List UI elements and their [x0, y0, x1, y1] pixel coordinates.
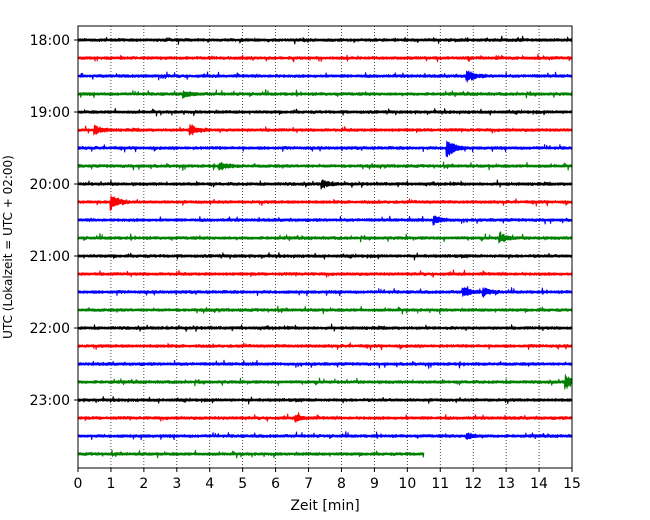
y-tick-label: 23:00: [30, 393, 70, 409]
seismogram-trace: [77, 35, 573, 45]
y-tick-label: 21:00: [30, 249, 70, 265]
y-tick-label: 20:00: [30, 177, 70, 193]
x-tick-label: 14: [530, 476, 548, 492]
seismogram-trace: [77, 374, 573, 390]
seismogram-trace: [77, 107, 573, 117]
seismogram-trace: [77, 396, 573, 405]
x-tick-label: 4: [205, 476, 214, 492]
seismogram-trace: [77, 124, 573, 136]
x-tick-label: 0: [74, 476, 83, 492]
x-tick-label: 10: [398, 476, 416, 492]
seismogram-trace: [77, 161, 573, 171]
x-axis: 0 1 2 3 4 5 6 7 8 9 10 11 12 13 14 15: [74, 468, 581, 492]
x-tick-label: 12: [464, 476, 482, 492]
seismogram-trace: [77, 70, 573, 83]
seismogram-trace: [77, 431, 573, 441]
seismogram-trace: [77, 179, 573, 190]
seismogram-trace: [77, 195, 573, 211]
y-tick-label: 18:00: [30, 33, 70, 49]
seismogram-trace: [77, 305, 573, 315]
x-tick-label: 5: [238, 476, 247, 492]
x-tick-label: 15: [563, 476, 581, 492]
x-tick-label: 11: [431, 476, 449, 492]
x-tick-label: 13: [497, 476, 515, 492]
y-axis-label: UTC (Lokalzeit = UTC + 02:00): [1, 155, 15, 339]
seismogram-trace: [77, 252, 573, 261]
seismogram-trace: [77, 323, 573, 332]
seismogram-trace: [77, 342, 573, 351]
y-tick-label: 22:00: [30, 321, 70, 337]
x-tick-label: 3: [172, 476, 181, 492]
seismogram-trace: [77, 269, 573, 278]
seismogram-trace: [77, 53, 573, 63]
x-axis-label: Zeit [min]: [290, 498, 359, 514]
x-tick-label: 2: [139, 476, 148, 492]
seismogram-trace: [77, 286, 573, 298]
seismogram-trace: [77, 412, 573, 423]
y-tick-label: 19:00: [30, 105, 70, 121]
seismogram-trace: [77, 449, 425, 459]
seismogram-trace: [77, 89, 573, 99]
seismogram-trace: [77, 359, 573, 369]
x-tick-label: 9: [370, 476, 379, 492]
x-tick-label: 6: [271, 476, 280, 492]
x-tick-label: 1: [106, 476, 115, 492]
seismogram-trace: [77, 231, 573, 244]
seismogram-trace: [77, 140, 573, 158]
x-tick-label: 7: [304, 476, 313, 492]
x-tick-label: 8: [337, 476, 346, 492]
y-axis: 18:00 19:00 20:00 21:00 22:00 23:00: [30, 33, 78, 409]
plot-frame: [77, 25, 573, 469]
seismogram-trace: [77, 215, 573, 226]
traces: [77, 35, 573, 459]
